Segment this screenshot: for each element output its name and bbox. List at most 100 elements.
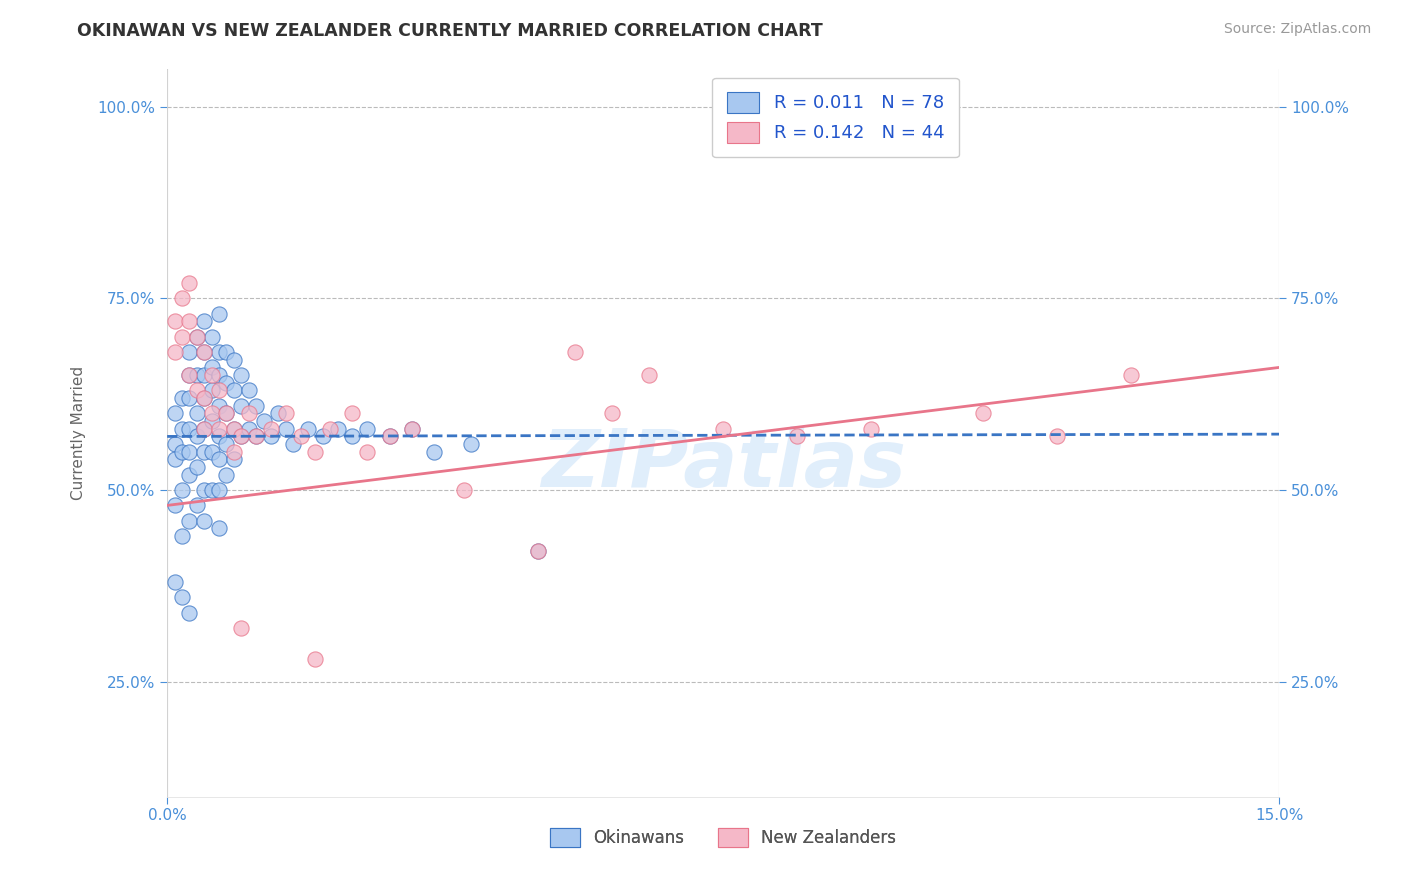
Point	[170, 422, 193, 436]
Point	[283, 437, 305, 451]
Point	[163, 314, 186, 328]
Point	[186, 384, 208, 398]
Point	[170, 529, 193, 543]
Point	[163, 437, 186, 451]
Point	[186, 460, 208, 475]
Point	[600, 406, 623, 420]
Point	[208, 345, 231, 359]
Point	[231, 399, 253, 413]
Point	[193, 391, 215, 405]
Point	[222, 444, 245, 458]
Point	[215, 406, 238, 420]
Point	[401, 422, 423, 436]
Point	[222, 422, 245, 436]
Point	[319, 422, 342, 436]
Point	[163, 575, 186, 590]
Point	[238, 422, 260, 436]
Point	[711, 422, 734, 436]
Point	[193, 314, 215, 328]
Point	[208, 422, 231, 436]
Point	[526, 544, 548, 558]
Point	[193, 345, 215, 359]
Point	[231, 368, 253, 383]
Point	[179, 368, 201, 383]
Text: ZIPatlas: ZIPatlas	[540, 426, 905, 504]
Point	[378, 429, 401, 443]
Point	[193, 345, 215, 359]
Point	[179, 368, 201, 383]
Point	[208, 384, 231, 398]
Point	[208, 521, 231, 535]
Point	[231, 429, 253, 443]
Point	[179, 444, 201, 458]
Point	[208, 307, 231, 321]
Point	[342, 429, 364, 443]
Point	[179, 345, 201, 359]
Point	[222, 384, 245, 398]
Point	[170, 591, 193, 605]
Point	[208, 429, 231, 443]
Point	[252, 414, 274, 428]
Text: Source: ZipAtlas.com: Source: ZipAtlas.com	[1223, 22, 1371, 37]
Point	[170, 483, 193, 497]
Point	[222, 452, 245, 467]
Point	[215, 406, 238, 420]
Point	[186, 330, 208, 344]
Point	[179, 514, 201, 528]
Point	[245, 429, 267, 443]
Point	[170, 330, 193, 344]
Point	[179, 467, 201, 482]
Point	[215, 467, 238, 482]
Point	[201, 368, 224, 383]
Point	[274, 422, 297, 436]
Point	[860, 422, 883, 436]
Point	[423, 444, 446, 458]
Point	[163, 345, 186, 359]
Point	[1046, 429, 1069, 443]
Point	[638, 368, 661, 383]
Point	[453, 483, 475, 497]
Point	[201, 360, 224, 375]
Point	[356, 444, 378, 458]
Point	[201, 483, 224, 497]
Point	[163, 499, 186, 513]
Point	[290, 429, 312, 443]
Point	[260, 429, 283, 443]
Point	[972, 406, 994, 420]
Point	[208, 399, 231, 413]
Point	[193, 368, 215, 383]
Point	[526, 544, 548, 558]
Point	[342, 406, 364, 420]
Point	[208, 452, 231, 467]
Point	[786, 429, 808, 443]
Point	[179, 391, 201, 405]
Point	[201, 384, 224, 398]
Point	[215, 376, 238, 390]
Point	[326, 422, 349, 436]
Point	[179, 422, 201, 436]
Point	[193, 391, 215, 405]
Point	[1119, 368, 1142, 383]
Point	[193, 514, 215, 528]
Point	[304, 651, 326, 665]
Y-axis label: Currently Married: Currently Married	[72, 366, 86, 500]
Point	[401, 422, 423, 436]
Point	[564, 345, 586, 359]
Point	[267, 406, 290, 420]
Point	[238, 384, 260, 398]
Point	[215, 345, 238, 359]
Point	[222, 352, 245, 367]
Point	[460, 437, 482, 451]
Legend: Okinawans, New Zealanders: Okinawans, New Zealanders	[543, 822, 903, 854]
Point	[170, 444, 193, 458]
Point	[222, 422, 245, 436]
Point	[179, 606, 201, 620]
Point	[208, 483, 231, 497]
Point	[215, 437, 238, 451]
Point	[208, 368, 231, 383]
Point	[201, 406, 224, 420]
Point	[179, 276, 201, 290]
Point	[304, 444, 326, 458]
Point	[193, 444, 215, 458]
Point	[193, 422, 215, 436]
